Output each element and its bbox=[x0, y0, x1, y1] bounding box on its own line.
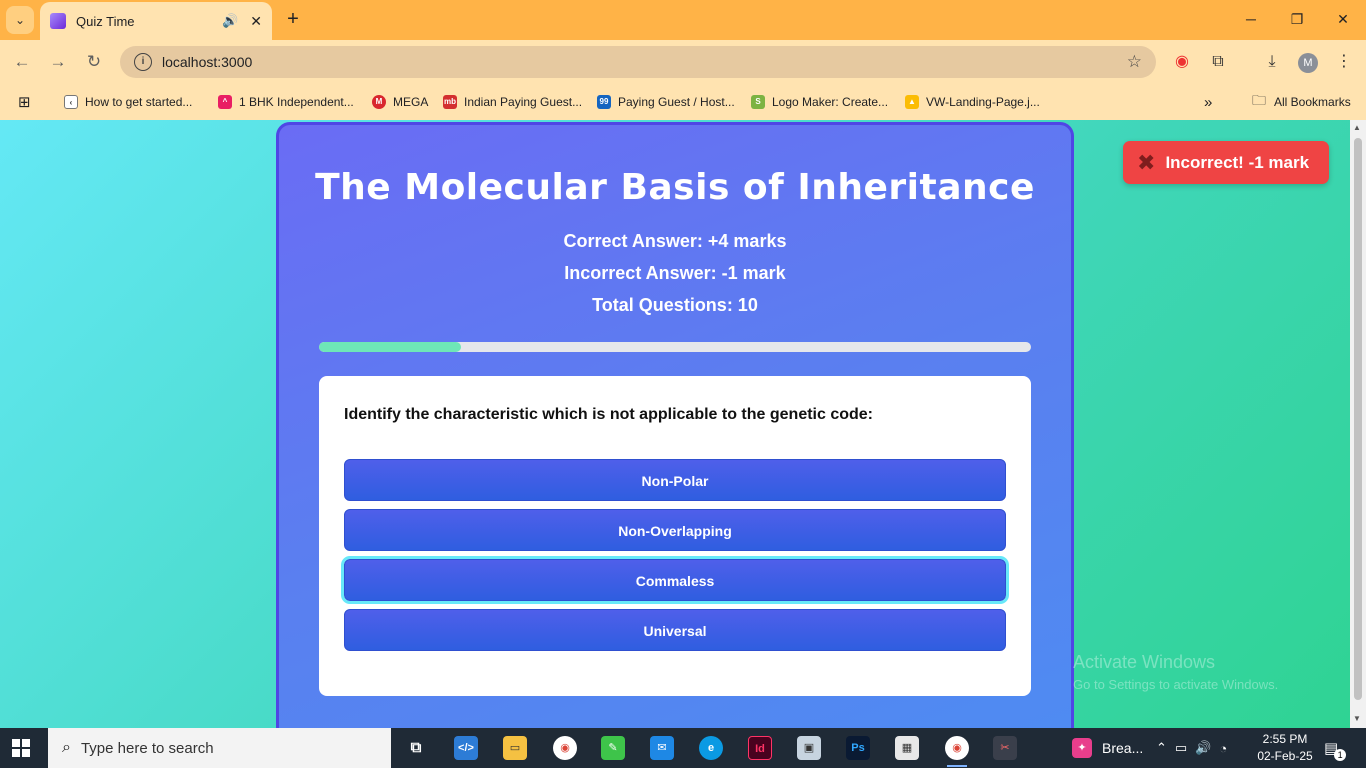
more-bookmarks-icon[interactable]: » bbox=[1204, 93, 1213, 111]
address-bar[interactable]: i localhost:3000 ☆ bbox=[120, 46, 1156, 78]
app-icon: ✦ bbox=[1072, 738, 1092, 758]
taskbar-search-box[interactable]: ⌕ Type here to search bbox=[48, 728, 391, 768]
windows-taskbar: ⌕ Type here to search ⧉ </> ▭ ◉ ✎ ✉ e Id… bbox=[0, 728, 1366, 768]
quiz-favicon-icon bbox=[50, 13, 66, 29]
profile-avatar[interactable]: M bbox=[1298, 53, 1318, 73]
bookmark-item[interactable]: ^ 1 BHK Independent... bbox=[218, 92, 354, 112]
question-panel: Identify the characteristic which is not… bbox=[319, 376, 1031, 696]
activate-windows-subtitle: Go to Settings to activate Windows. bbox=[1073, 677, 1279, 692]
forward-button[interactable]: → bbox=[49, 52, 67, 71]
scroll-up-icon[interactable]: ▲ bbox=[1353, 123, 1361, 132]
mail-icon[interactable]: ✉ bbox=[650, 736, 674, 760]
notification-center-icon[interactable]: ▤ 1 bbox=[1324, 728, 1347, 768]
all-bookmarks-button[interactable]: 🗀 All Bookmarks bbox=[1252, 92, 1351, 112]
bookmarks-bar: ⊞ ‹ How to get started... ^ 1 BHK Independ… bbox=[0, 84, 1366, 120]
search-placeholder: Type here to search bbox=[80, 739, 214, 757]
bookmark-item[interactable]: ‹ How to get started... bbox=[64, 92, 192, 112]
phone-app-icon[interactable]: ✎ bbox=[601, 736, 625, 760]
taskbar-app-label: Brea... bbox=[1102, 740, 1144, 756]
toast-message: Incorrect! -1 mark bbox=[1165, 152, 1310, 172]
store-icon[interactable]: ▦ bbox=[895, 736, 919, 760]
incorrect-toast: ✖ Incorrect! -1 mark bbox=[1123, 141, 1329, 184]
download-icon[interactable]: ⤓ bbox=[1268, 53, 1276, 70]
bookmark-item[interactable]: S Logo Maker: Create... bbox=[751, 92, 888, 112]
cross-icon: ✖ bbox=[1137, 149, 1156, 175]
browser-title-bar: ⌄ Quiz Time 🔊 ✕ + ─ ❐ ✕ bbox=[0, 0, 1366, 40]
chevron-up-icon[interactable]: ⌃ bbox=[1156, 740, 1167, 755]
tab-title: Quiz Time bbox=[76, 13, 135, 29]
correct-marks-info: Correct Answer: +4 marks bbox=[563, 231, 787, 251]
mega-icon: M bbox=[372, 95, 386, 109]
close-window-button[interactable]: ✕ bbox=[1337, 11, 1349, 27]
extensions-icon[interactable]: ⧉ bbox=[1212, 53, 1224, 70]
shopify-icon: S bbox=[751, 95, 765, 109]
wifi-icon[interactable]: ◔ bbox=[1219, 740, 1228, 756]
notification-count: 1 bbox=[1334, 749, 1347, 761]
quiz-progress-bar bbox=[319, 342, 1031, 352]
bookmark-favicon-icon: 99 bbox=[597, 95, 611, 109]
bookmark-star-icon[interactable]: ☆ bbox=[1126, 52, 1142, 71]
taskbar-clock[interactable]: 2:55 PM 02-Feb-25 bbox=[1250, 731, 1320, 765]
activate-windows-title: Activate Windows bbox=[1073, 652, 1216, 672]
chrome-profile-icon[interactable]: ◉ bbox=[945, 736, 969, 767]
bookmark-item[interactable]: ▲ VW-Landing-Page.j... bbox=[905, 92, 1040, 112]
vscode-icon[interactable]: </> bbox=[454, 736, 478, 760]
speaker-icon[interactable]: 🔊 bbox=[222, 13, 239, 28]
scroll-down-icon[interactable]: ▼ bbox=[1353, 714, 1361, 723]
back-button[interactable]: ← bbox=[13, 52, 31, 71]
bookmark-item[interactable]: 99 Paying Guest / Host... bbox=[597, 92, 735, 112]
apps-grid-icon[interactable]: ⊞ bbox=[18, 94, 31, 111]
windows-start-icon[interactable] bbox=[12, 739, 30, 757]
task-view-icon[interactable]: ⧉ bbox=[410, 739, 422, 756]
bookmark-favicon-icon: ‹ bbox=[64, 95, 78, 109]
photoshop-icon[interactable]: Ps bbox=[846, 736, 870, 760]
taskbar-app-button[interactable]: ✦ Brea... bbox=[1072, 728, 1143, 768]
indesign-icon[interactable]: Id bbox=[748, 736, 772, 760]
progress-fill bbox=[319, 342, 462, 352]
quiz-title: The Molecular Basis of Inheritance bbox=[315, 167, 1035, 208]
clock-date: 02-Feb-25 bbox=[1257, 749, 1313, 763]
image-viewer-icon[interactable]: ▣ bbox=[797, 736, 821, 760]
chevron-down-icon: ⌄ bbox=[14, 13, 26, 27]
edge-icon[interactable]: e bbox=[699, 736, 723, 760]
total-questions-info: Total Questions: 10 bbox=[592, 295, 758, 315]
clock-time: 2:55 PM bbox=[1262, 732, 1308, 746]
answer-option[interactable]: Non-Overlapping bbox=[344, 509, 1006, 551]
folder-icon: 🗀 bbox=[1252, 92, 1266, 108]
answer-option[interactable]: Non-Polar bbox=[344, 459, 1006, 501]
scroll-thumb[interactable] bbox=[1354, 138, 1362, 700]
page-content: The Molecular Basis of Inheritance Corre… bbox=[0, 120, 1350, 728]
bookmark-item[interactable]: M MEGA bbox=[372, 92, 428, 112]
reload-button[interactable]: ↻ bbox=[86, 52, 102, 71]
url-text[interactable]: localhost:3000 bbox=[162, 54, 253, 70]
drive-icon: ▲ bbox=[905, 95, 919, 109]
page-scrollbar[interactable]: ▲ ▼ bbox=[1350, 120, 1366, 728]
search-icon: ⌕ bbox=[62, 739, 71, 756]
bookmark-item[interactable]: mb Indian Paying Guest... bbox=[443, 95, 583, 109]
new-tab-button[interactable]: + bbox=[287, 8, 299, 30]
answer-option[interactable]: Universal bbox=[344, 609, 1006, 651]
question-text: Identify the characteristic which is not… bbox=[344, 406, 873, 423]
battery-icon[interactable]: ▭ bbox=[1174, 740, 1188, 755]
system-tray: ⌃ ▭ 🔊 ◔ bbox=[1156, 728, 1227, 768]
restore-button[interactable]: ❐ bbox=[1290, 11, 1304, 27]
volume-icon[interactable]: 🔊 bbox=[1195, 740, 1212, 755]
quiz-card: The Molecular Basis of Inheritance Corre… bbox=[276, 122, 1074, 728]
tab-close-button[interactable]: ✕ bbox=[250, 12, 262, 29]
browser-toolbar: ← → ↻ i localhost:3000 ☆ ◉ ⧉ ⤓ ⋮ bbox=[0, 40, 1366, 84]
color-extension-icon[interactable]: ◉ bbox=[1175, 53, 1189, 70]
file-explorer-icon[interactable]: ▭ bbox=[503, 736, 527, 760]
answer-option[interactable]: Commaless bbox=[341, 556, 1009, 604]
site-info-icon[interactable]: i bbox=[134, 53, 152, 71]
chrome-icon[interactable]: ◉ bbox=[553, 736, 577, 760]
browser-tab[interactable]: Quiz Time 🔊 ✕ bbox=[40, 2, 272, 40]
bookmark-favicon-icon: ^ bbox=[218, 95, 232, 109]
minimize-button[interactable]: ─ bbox=[1246, 11, 1256, 27]
bookmark-favicon-icon: mb bbox=[443, 95, 457, 109]
snipping-tool-icon[interactable]: ✂ bbox=[993, 736, 1017, 760]
incorrect-marks-info: Incorrect Answer: -1 mark bbox=[564, 263, 786, 283]
menu-kebab-icon[interactable]: ⋮ bbox=[1336, 53, 1352, 70]
tab-search-button[interactable]: ⌄ bbox=[6, 6, 34, 34]
